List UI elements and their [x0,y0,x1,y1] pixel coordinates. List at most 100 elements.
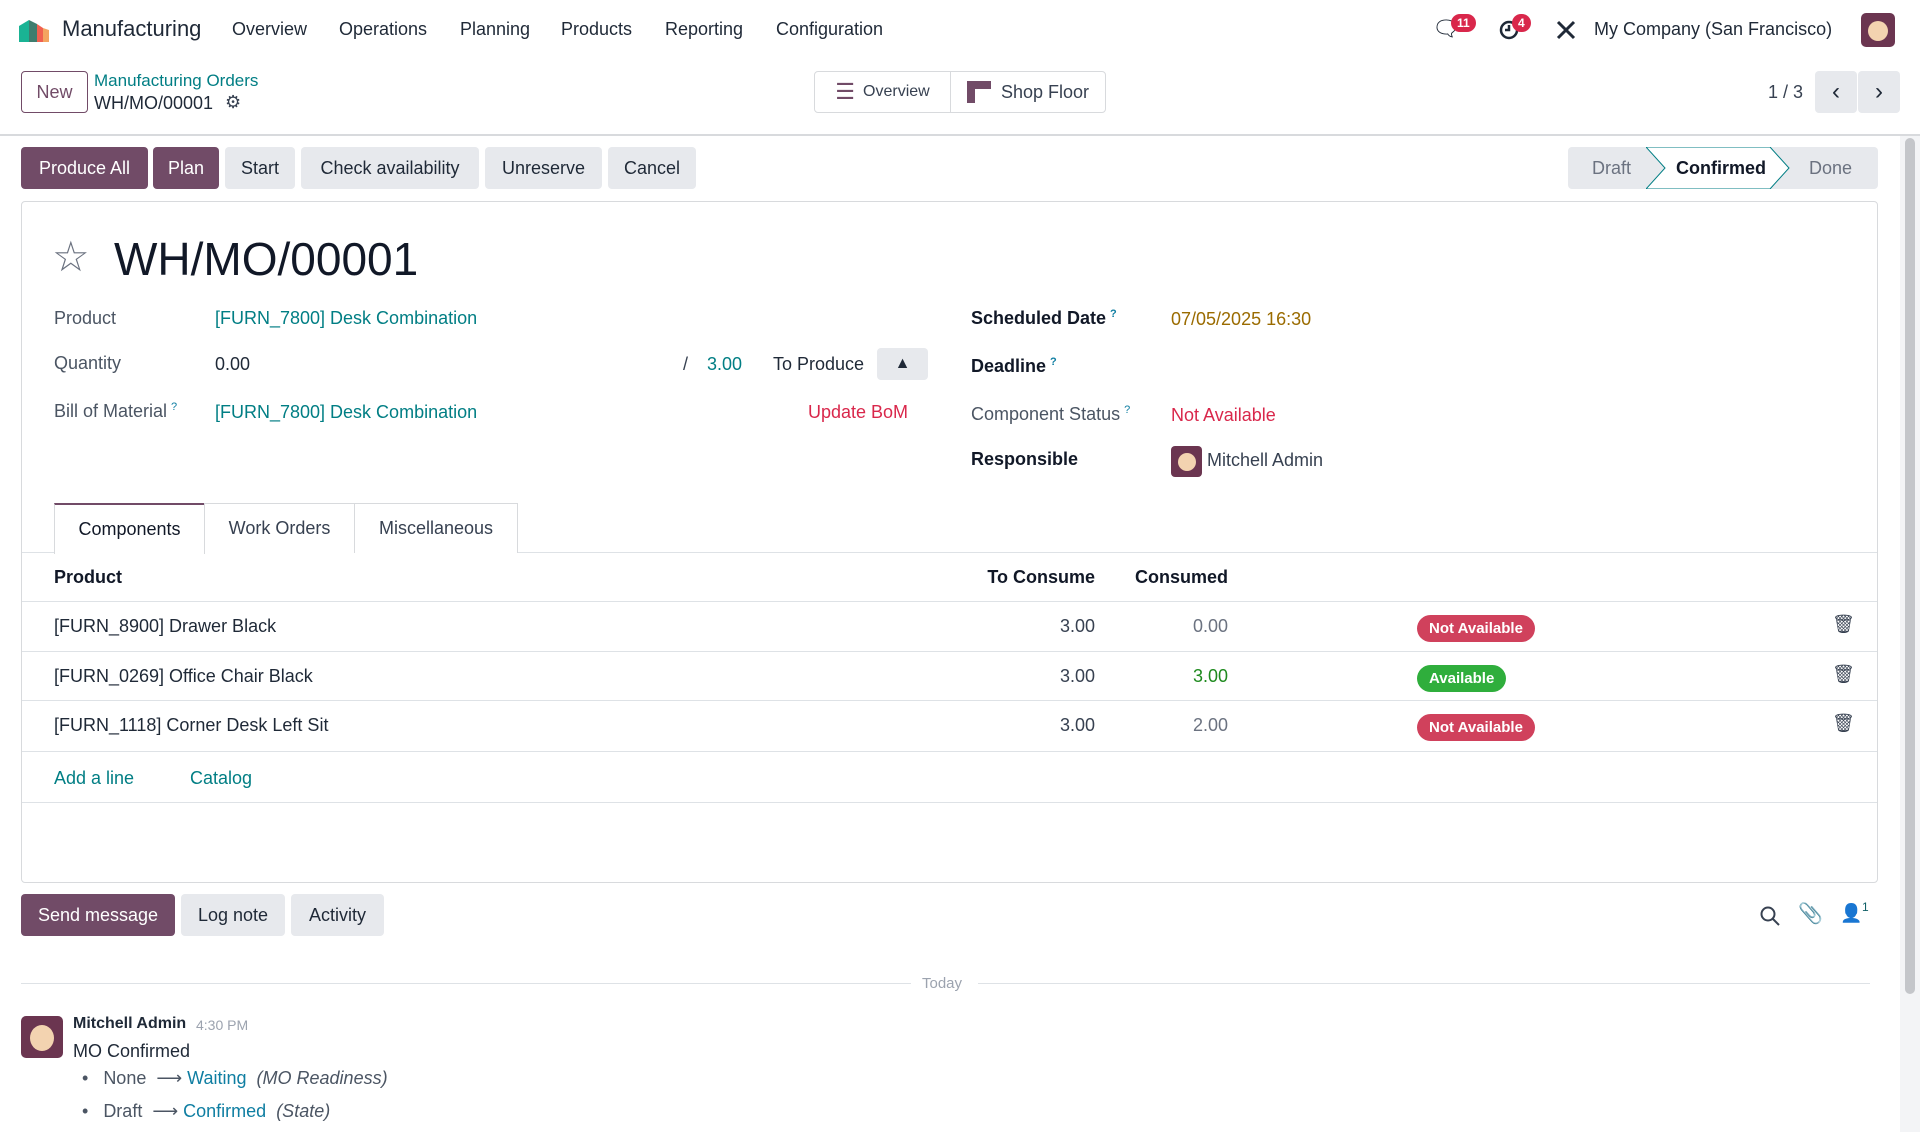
status-done[interactable]: Done [1809,158,1853,178]
responsible-field[interactable]: Mitchell Admin [1207,450,1324,470]
row-divider [22,601,1877,602]
trash-icon[interactable]: 🗑 [1832,664,1855,684]
bom-label-text: Bill of Material [54,401,168,421]
quantity-total-field[interactable]: 3.00 [707,354,743,374]
check-availability-button[interactable]: Check availability [301,147,479,189]
bom-field[interactable]: [FURN_7800] Desk Combination [215,402,478,422]
deadline-label-text: Deadline [971,356,1047,376]
status-badge: Not Available [1417,714,1535,741]
star-favorite-icon[interactable]: ☆ [52,233,90,280]
paperclip-icon[interactable]: 📎 [1798,903,1823,925]
column-header-consumed[interactable]: Consumed [1134,567,1228,587]
row-consumed: 2.00 [1192,715,1228,735]
scheduled-date-field[interactable]: 07/05/2025 16:30 [1171,309,1312,329]
column-header-to-consume[interactable]: To Consume [987,567,1095,587]
scheduled-date-label-text: Scheduled Date [971,308,1107,328]
scrollbar-track[interactable] [1900,136,1920,1132]
component-status-value: Not Available [1171,405,1276,425]
today-divider-left [21,983,911,984]
status-current-shape [1646,147,1790,189]
bom-label: Bill of Material? [54,401,177,422]
tab-components[interactable]: Components [54,503,205,554]
area-chart-icon: ▲ [894,355,911,372]
row-consumed: 0.00 [1192,616,1228,636]
log-note-button[interactable]: Log note [181,894,285,936]
menu-operations[interactable]: Operations [339,19,428,39]
new-button[interactable]: New [21,71,88,113]
scrollbar-thumb[interactable] [1905,138,1915,994]
tracking-change: • Draft ⟶ Confirmed (State) [82,1101,331,1121]
help-icon[interactable]: ? [1110,308,1117,320]
change-field: (MO Readiness) [256,1068,388,1088]
help-icon[interactable]: ? [1050,356,1057,368]
menu-reporting[interactable]: Reporting [665,19,744,39]
menu-planning[interactable]: Planning [460,19,531,39]
breadcrumb-current: WH/MO/00001 [94,93,214,113]
overview-button[interactable]: ☰ Overview [815,72,951,112]
menu-overview[interactable]: Overview [232,19,308,39]
pager-next-button[interactable]: › [1858,71,1900,113]
company-switcher[interactable]: My Company (San Francisco) [1594,19,1833,39]
breadcrumb-manufacturing-orders[interactable]: Manufacturing Orders [94,71,259,90]
change-field: (State) [276,1101,331,1121]
trash-icon[interactable]: 🗑 [1832,713,1855,733]
manufacturing-logo-icon[interactable] [17,18,51,42]
quantity-field[interactable]: 0.00 [215,354,251,374]
message-author-avatar[interactable] [21,1016,63,1058]
search-icon[interactable] [1759,905,1781,927]
row-product: [FURN_8900] Drawer Black [54,616,277,636]
tab-work-orders[interactable]: Work Orders [204,503,355,553]
row-product: [FURN_1118] Corner Desk Left Sit [54,715,329,735]
quantity-label: Quantity [54,353,122,373]
help-icon[interactable]: ? [171,401,178,413]
update-bom-button[interactable]: Update BoM [808,402,909,422]
help-icon[interactable]: ? [1124,404,1131,416]
component-status-label-text: Component Status [971,404,1121,424]
forecast-chart-button[interactable]: ▲ [877,348,928,380]
table-row[interactable]: [FURN_1118] Corner Desk Left Sit 3.00 2.… [22,701,1877,750]
cancel-button[interactable]: Cancel [608,147,696,189]
record-title: WH/MO/00001 [114,233,419,285]
start-button[interactable]: Start [225,147,295,189]
row-divider [22,751,1877,752]
plan-button[interactable]: Plan [153,147,219,189]
quantity-slash: / [683,354,689,374]
send-message-button[interactable]: Send message [21,894,175,936]
tab-miscellaneous[interactable]: Miscellaneous [354,503,518,553]
row-to-consume: 3.00 [1059,715,1095,735]
pager-value[interactable]: 1 / 3 [1768,82,1804,102]
component-status-label: Component Status? [971,404,1130,425]
product-field[interactable]: [FURN_7800] Desk Combination [215,308,478,328]
produce-all-button[interactable]: Produce All [21,147,148,189]
list-icon: ☰ [835,79,856,104]
activity-button[interactable]: Activity [291,894,384,936]
deadline-field[interactable] [1171,352,1571,382]
trash-icon[interactable]: 🗑 [1832,614,1855,634]
table-row[interactable]: [FURN_8900] Drawer Black 3.00 0.00 Not A… [22,602,1877,651]
shop-floor-button[interactable]: Shop Floor [951,72,1105,112]
message-time: 4:30 PM [196,1017,249,1033]
top-navbar: Manufacturing Overview Operations Planni… [0,0,1920,60]
followers-icon[interactable]: 👤 [1840,903,1863,923]
control-panel-divider [0,134,1920,136]
status-confirmed[interactable]: Confirmed [1676,158,1766,178]
menu-configuration[interactable]: Configuration [776,19,884,39]
message-author[interactable]: Mitchell Admin [73,1015,187,1032]
catalog-link[interactable]: Catalog [190,768,253,788]
table-row[interactable]: [FURN_0269] Office Chair Black 3.00 3.00… [22,652,1877,700]
status-bar: Draft Confirmed Done [1568,147,1878,189]
menu-products[interactable]: Products [561,19,633,39]
tabs-divider [22,552,1877,553]
pager-previous-button[interactable]: ‹ [1815,71,1857,113]
gear-icon[interactable]: ⚙ [225,92,242,112]
status-draft[interactable]: Draft [1592,158,1632,178]
app-name[interactable]: Manufacturing [62,16,202,41]
unreserve-button[interactable]: Unreserve [485,147,602,189]
add-line-link[interactable]: Add a line [54,768,135,788]
today-label: Today [922,975,963,992]
debug-tools-icon[interactable] [1555,19,1577,41]
responsible-avatar [1171,446,1202,477]
column-header-product[interactable]: Product [54,567,123,587]
user-avatar[interactable] [1861,13,1895,47]
deadline-label: Deadline? [971,356,1057,377]
